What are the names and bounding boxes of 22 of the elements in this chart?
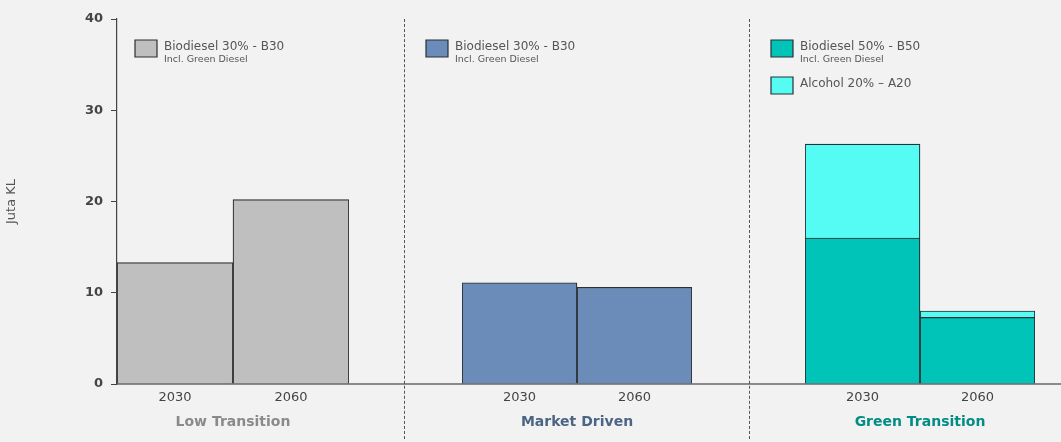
legend-label: Biodiesel 30% - B30: [164, 39, 285, 54]
x-tick-label: 2030: [158, 389, 192, 405]
x-axis-title: Low Transition: [175, 412, 291, 429]
annotation: Incl. Green Diesel: [800, 53, 884, 65]
x-tick-label: 2030: [502, 389, 537, 405]
y-tick-label: 30: [84, 101, 103, 117]
y-axis-title: Juta KL: [3, 178, 19, 226]
y-tick-label: 0: [93, 375, 103, 391]
annotation: Incl. Green Diesel: [164, 53, 248, 65]
x-tick-label: 2030: [845, 389, 880, 405]
legend-label: Biodiesel 30% - B30: [455, 39, 576, 54]
legend-label: Alcohol 20% – A20: [800, 76, 912, 91]
x-tick-label: 2060: [617, 389, 652, 405]
x-tick-label: 2060: [274, 389, 308, 405]
x-tick-label: 2060: [960, 389, 995, 405]
x-axis-title: Market Driven: [520, 412, 634, 429]
annotation: Incl. Green Diesel: [455, 53, 539, 65]
y-tick-label: 40: [84, 10, 103, 26]
y-tick-label: 10: [84, 284, 103, 300]
legend-label: Biodiesel 50% - B50: [800, 39, 921, 54]
y-tick-label: 20: [84, 192, 103, 208]
x-axis-title: Green Transition: [854, 412, 986, 429]
